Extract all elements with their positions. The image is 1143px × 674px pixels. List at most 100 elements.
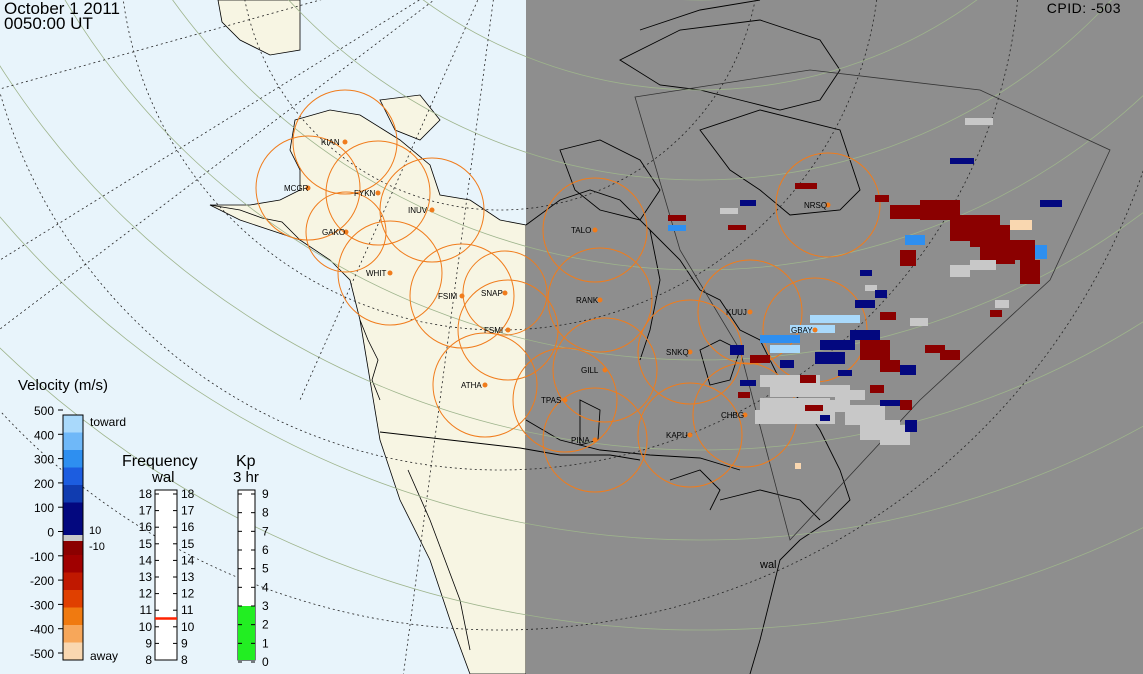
station-label-gbay: GBAY bbox=[791, 326, 813, 335]
station-label-fykn: FYKN bbox=[354, 189, 376, 198]
velocity-color-band bbox=[63, 485, 83, 503]
scatter-cell bbox=[720, 208, 738, 214]
kp-legend: Kp 3 hr 9 8 7 6 5 4 3 2 1 0 bbox=[233, 453, 269, 669]
kp-fill bbox=[238, 606, 255, 660]
scatter-cell bbox=[728, 225, 746, 230]
frequency-tick-left: 8 bbox=[145, 653, 152, 667]
scatter-cell bbox=[875, 195, 889, 202]
station-ring-kuuj bbox=[697, 259, 803, 365]
scatter-cell bbox=[875, 290, 887, 298]
scatter-cell bbox=[900, 365, 916, 375]
scatter-cell bbox=[838, 370, 852, 376]
frequency-tick-right: 18 bbox=[181, 487, 195, 501]
station-ring-nrsq bbox=[775, 152, 881, 258]
scatter-cell bbox=[815, 352, 845, 364]
velocity-zero-band bbox=[63, 535, 83, 541]
velocity-tick-label: 400 bbox=[34, 428, 54, 442]
scatter-cell bbox=[940, 350, 960, 360]
frequency-tick-right: 14 bbox=[181, 553, 195, 567]
kp-tick-label: 8 bbox=[262, 506, 269, 520]
scatter-cell bbox=[855, 300, 875, 308]
scatter-cell bbox=[810, 315, 860, 323]
station-dot-gbay bbox=[812, 327, 818, 333]
scatter-cell bbox=[795, 463, 801, 469]
scatter-cell bbox=[880, 312, 896, 320]
velocity-color-band bbox=[63, 590, 83, 608]
station-ring-snap bbox=[462, 250, 548, 336]
frequency-tick-right: 9 bbox=[181, 636, 188, 650]
velocity-tick-label: 0 bbox=[47, 526, 54, 540]
frequency-tick-left: 16 bbox=[139, 520, 153, 534]
station-label-kian: KIAN bbox=[321, 138, 340, 147]
scatter-cell bbox=[1010, 220, 1032, 230]
station-dot-gako bbox=[343, 229, 349, 235]
velocity-color-band bbox=[63, 555, 83, 573]
scatter-cell bbox=[740, 200, 756, 206]
station-label-whit: WHIT bbox=[366, 269, 387, 278]
border-line bbox=[379, 431, 641, 461]
station-dot-whit bbox=[387, 270, 393, 276]
scatter-cell bbox=[805, 405, 823, 411]
station-dot-fykn bbox=[375, 190, 381, 196]
frequency-legend: Frequency wal 18 18 17 17 16 16 15 15 14 14 13 13 12… bbox=[122, 453, 198, 667]
scatter-cell bbox=[770, 385, 850, 397]
station-markers: KIAN MCGR FYKN INUV GAKO WHIT FSIM SNAP FSMI ATHA… bbox=[284, 138, 831, 445]
station-label-inuv: INUV bbox=[408, 206, 428, 215]
scatter-cell bbox=[820, 415, 830, 421]
scatter-cell bbox=[668, 215, 686, 221]
velocity-color-band bbox=[63, 467, 83, 486]
velocity-legend-title: Velocity (m/s) bbox=[18, 377, 108, 394]
velocity-color-band bbox=[63, 625, 83, 643]
frequency-legend-title: Frequency bbox=[122, 453, 198, 470]
frequency-tick-left: 18 bbox=[139, 487, 153, 501]
velocity-color-band bbox=[63, 415, 83, 433]
station-dot-inuv bbox=[429, 207, 435, 213]
station-dot-tpas bbox=[562, 397, 568, 403]
minus-ten-label: -10 bbox=[89, 541, 105, 553]
station-dot-fsim bbox=[459, 293, 465, 299]
frequency-tick-left: 12 bbox=[139, 587, 153, 601]
station-label-atha: ATHA bbox=[461, 381, 482, 390]
velocity-color-band bbox=[63, 520, 83, 538]
scatter-cell bbox=[990, 310, 1002, 317]
station-label-snkq: SNKQ bbox=[666, 348, 689, 357]
station-label-tpas: TPAS bbox=[541, 396, 561, 405]
frequency-tick-left: 15 bbox=[139, 537, 153, 551]
velocity-tick-label: -400 bbox=[30, 623, 54, 637]
scatter-cell bbox=[755, 410, 835, 424]
station-dot-talo bbox=[592, 227, 598, 233]
frequency-tick-right: 16 bbox=[181, 520, 195, 534]
scatter-cell bbox=[1035, 245, 1047, 259]
latitude-grid bbox=[0, 0, 1143, 631]
station-dot-kian bbox=[342, 139, 348, 145]
velocity-tick-label: 100 bbox=[34, 501, 54, 515]
scatter-cell bbox=[1005, 240, 1035, 260]
station-dot-fsmi bbox=[505, 327, 511, 333]
scatter-cell bbox=[925, 345, 945, 353]
scatter-cell bbox=[880, 400, 900, 406]
station-ring-talo bbox=[542, 177, 648, 283]
scatter-cell bbox=[730, 345, 744, 355]
scatter-cell bbox=[760, 335, 800, 343]
time-label: 0050:00 UT bbox=[4, 14, 93, 33]
frequency-tick-left: 13 bbox=[139, 570, 153, 584]
scatter-cell bbox=[900, 250, 916, 266]
scatter-cell bbox=[850, 330, 880, 340]
velocity-color-band bbox=[63, 502, 83, 521]
kp-tick-label: 5 bbox=[262, 562, 269, 576]
scatter-cell bbox=[905, 420, 917, 432]
scatter-cell bbox=[780, 360, 794, 368]
frequency-tick-right: 13 bbox=[181, 570, 195, 584]
kp-legend-title: Kp bbox=[236, 453, 256, 470]
velocity-color-band bbox=[63, 537, 83, 556]
velocity-bar-frame bbox=[62, 414, 84, 661]
frequency-tick-right: 17 bbox=[181, 504, 195, 518]
station-ring-kian bbox=[292, 89, 398, 195]
scatter-cell bbox=[880, 360, 900, 372]
scatter-cell bbox=[750, 355, 770, 363]
frequency-tick-left: 14 bbox=[139, 553, 153, 567]
velocity-tick-label: -200 bbox=[30, 574, 54, 588]
velocity-color-band bbox=[63, 642, 83, 661]
